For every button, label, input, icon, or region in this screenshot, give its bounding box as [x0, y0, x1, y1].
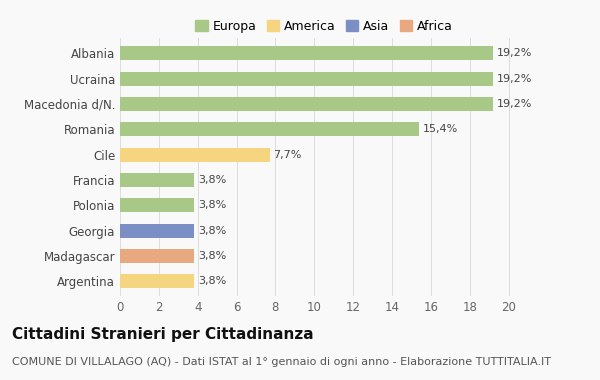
Text: 3,8%: 3,8%: [198, 276, 226, 286]
Bar: [120, 198, 194, 212]
Bar: [120, 223, 194, 238]
Text: COMUNE DI VILLALAGO (AQ) - Dati ISTAT al 1° gennaio di ogni anno - Elaborazione : COMUNE DI VILLALAGO (AQ) - Dati ISTAT al…: [12, 357, 551, 367]
Text: 7,7%: 7,7%: [274, 150, 302, 160]
Legend: Europa, America, Asia, Africa: Europa, America, Asia, Africa: [193, 17, 455, 36]
Bar: [120, 249, 194, 263]
Bar: [120, 147, 269, 162]
Bar: [120, 122, 419, 136]
Bar: [120, 274, 194, 288]
Bar: [120, 173, 194, 187]
Text: 19,2%: 19,2%: [497, 48, 532, 58]
Text: 19,2%: 19,2%: [497, 99, 532, 109]
Bar: [120, 71, 493, 86]
Text: 3,8%: 3,8%: [198, 251, 226, 261]
Bar: [120, 46, 493, 60]
Bar: [120, 97, 493, 111]
Text: 19,2%: 19,2%: [497, 74, 532, 84]
Text: 3,8%: 3,8%: [198, 200, 226, 210]
Text: 3,8%: 3,8%: [198, 175, 226, 185]
Text: 3,8%: 3,8%: [198, 226, 226, 236]
Text: Cittadini Stranieri per Cittadinanza: Cittadini Stranieri per Cittadinanza: [12, 327, 314, 342]
Text: 15,4%: 15,4%: [423, 124, 458, 134]
